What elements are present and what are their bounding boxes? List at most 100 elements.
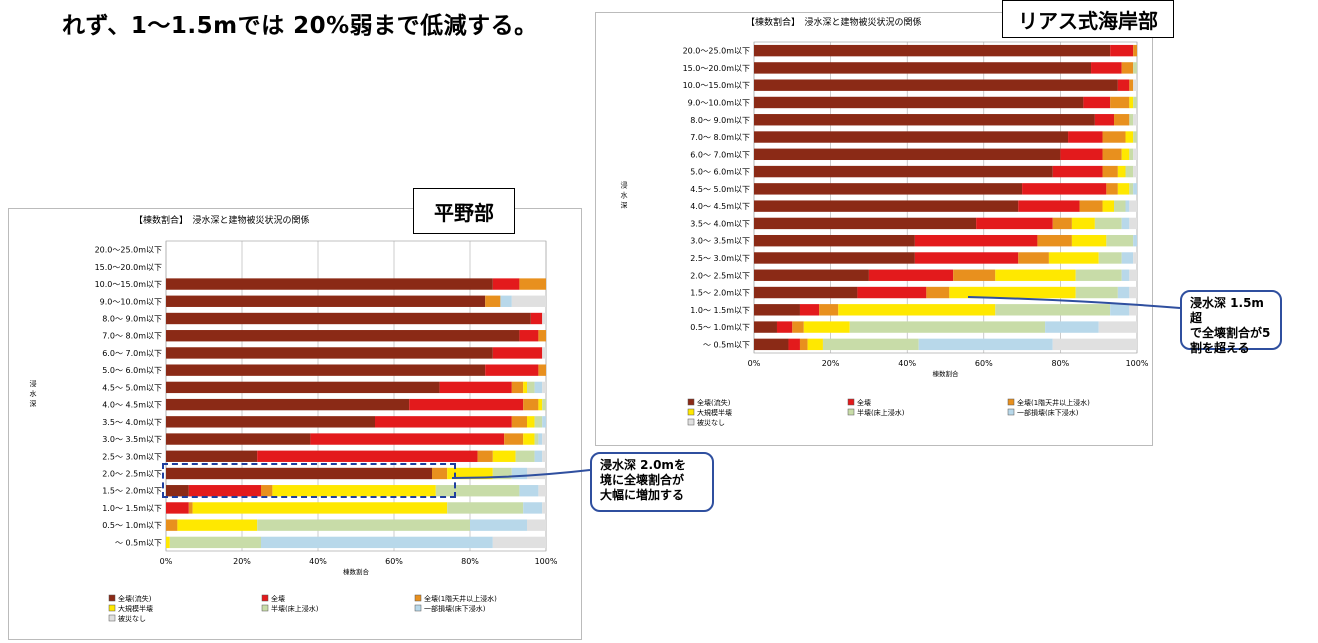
- plain-label: 平野部: [413, 188, 515, 234]
- bar-segment: [1114, 200, 1126, 212]
- bar-segment: [477, 450, 493, 462]
- bar-segment: [754, 200, 1019, 212]
- bar-segment: [261, 536, 493, 549]
- bar-segment: [492, 467, 512, 480]
- bar-segment: [542, 312, 546, 325]
- y-tick-label: 1.5〜 2.0m以下: [102, 487, 162, 496]
- bar-segment: [976, 217, 1053, 230]
- bar-segment: [1129, 304, 1137, 316]
- bar-segment: [504, 433, 524, 445]
- y-tick-label: 2.0〜 2.5m以下: [102, 470, 162, 479]
- bar-segment: [819, 304, 839, 316]
- callout-line: 大幅に増加する: [600, 488, 685, 502]
- bar-segment: [1117, 183, 1130, 195]
- legend-label: 大規模半壊: [697, 408, 732, 417]
- callout-line: 境に全壊割合が: [600, 473, 685, 487]
- plot-area: [165, 240, 547, 552]
- x-tick-label: 80%: [1052, 359, 1070, 368]
- legend-label: 一部損壊(床下浸水): [1017, 408, 1079, 417]
- bar-segment: [1068, 131, 1103, 143]
- bar-segment: [1129, 79, 1134, 91]
- bar-segment: [1129, 269, 1137, 281]
- legend-swatch: [847, 398, 855, 406]
- bar-segment: [166, 330, 520, 342]
- bar-segment: [470, 519, 527, 531]
- bar-segment: [807, 338, 823, 351]
- x-tick-label: 0%: [748, 359, 761, 368]
- bar-segment: [492, 347, 543, 359]
- bar-segment: [1052, 217, 1072, 230]
- rias-chart: 【棟数割合】 浸水深と建物被災状況の関係 0% 20% 40% 60% 80% 100% 棟数…: [621, 16, 1149, 427]
- bar-segment: [754, 269, 869, 281]
- bar-segment: [166, 519, 178, 531]
- callout-line: で全壊割合が5: [1190, 326, 1271, 340]
- bar-segment: [492, 278, 520, 290]
- bar-segment: [949, 286, 1076, 299]
- bar-segment: [995, 304, 1111, 316]
- y-tick-label: 7.0〜 8.0m以下: [690, 133, 750, 142]
- bar-segment: [1094, 217, 1122, 230]
- y-tick-label: 〜 0.5m以下: [703, 340, 750, 349]
- bar-segment: [527, 519, 546, 531]
- bar-segment: [1018, 200, 1080, 212]
- bar-segment: [257, 450, 478, 462]
- bar-segment: [1075, 269, 1122, 281]
- bar-segment: [492, 536, 546, 549]
- chart-title: 【棟数割合】 浸水深と建物被災状況の関係: [746, 16, 922, 28]
- bar-segment: [538, 330, 546, 342]
- bar-segment: [166, 278, 493, 290]
- bar-segment: [1052, 338, 1137, 351]
- bar-segment: [1114, 114, 1130, 126]
- bar-segment: [1060, 148, 1103, 161]
- y-tick-label: 2.0〜 2.5m以下: [690, 271, 750, 280]
- bar-segment: [1133, 44, 1137, 57]
- bar-segment: [538, 433, 543, 445]
- rias-callout: 浸水深 1.5m 超 で全壊割合が5 割を超える: [1180, 290, 1282, 355]
- bar-segment: [754, 304, 800, 316]
- bar-segment: [1098, 252, 1122, 264]
- bar-segment: [519, 330, 539, 342]
- legend-swatch: [687, 418, 695, 426]
- bar-segment: [542, 450, 546, 462]
- bar-segment: [1102, 165, 1118, 178]
- bar-segment: [1091, 62, 1122, 74]
- bar-segment: [1102, 200, 1115, 212]
- bar-segment: [530, 312, 543, 325]
- bar-segment: [1075, 286, 1118, 299]
- bar-segment: [754, 183, 1023, 195]
- plain-callout: 浸水深 2.0mを 境に全壊割合が 大幅に増加する: [590, 452, 714, 512]
- bar-segment: [1125, 131, 1134, 143]
- plain-chart-panel: 【棟数割合】 浸水深と建物被災状況の関係 0% 20% 40% 60% 80% 100% 棟数…: [8, 208, 582, 640]
- rias-label: リアス式海岸部: [1002, 0, 1174, 38]
- y-tick-label: 4.5〜 5.0m以下: [102, 383, 162, 392]
- bar-segment: [788, 338, 800, 351]
- legend-swatch: [261, 604, 269, 612]
- bar-segment: [538, 364, 546, 376]
- bar-segment: [375, 416, 512, 428]
- legend-label: 全壊: [271, 594, 285, 603]
- y-tick-label: 15.0〜20.0m以下: [683, 64, 750, 73]
- y-tick-label: 4.5〜 5.0m以下: [690, 185, 750, 194]
- y-tick-label: 20.0〜25.0m以下: [95, 246, 162, 255]
- bar-segment: [792, 321, 804, 333]
- bar-segment: [523, 398, 539, 411]
- bar-segment: [918, 338, 1053, 351]
- x-tick-label: 100%: [1126, 359, 1149, 368]
- legend-swatch: [108, 604, 116, 612]
- bar-segment: [1052, 165, 1103, 178]
- bar-segment: [1037, 234, 1072, 247]
- legend-swatch: [1007, 408, 1015, 416]
- bar-segment: [776, 321, 793, 333]
- bar-segment: [500, 295, 512, 307]
- bar-segment: [435, 485, 520, 497]
- bar-segment: [1133, 234, 1137, 247]
- bar-segment: [754, 62, 1092, 74]
- bar-segment: [1133, 114, 1137, 126]
- y-tick-label: 0.5〜 1.0m以下: [102, 521, 162, 530]
- y-tick-label: 〜 0.5m以下: [115, 538, 162, 547]
- bar-segment: [166, 381, 440, 394]
- bar-segment: [1079, 200, 1103, 212]
- bar-segment: [1022, 183, 1107, 195]
- legend-label: 半壊(床上浸水): [857, 408, 905, 417]
- bar-segment: [754, 96, 1084, 109]
